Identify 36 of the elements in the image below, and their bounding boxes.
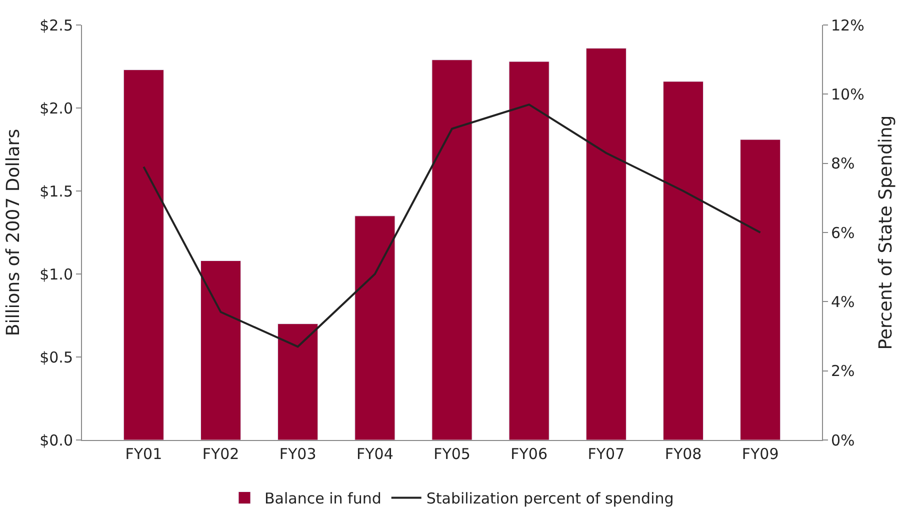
x-tick-label: FY03: [279, 445, 316, 463]
bar: [432, 60, 472, 440]
y-tick-label: $0.0: [40, 431, 73, 450]
y2-tick-label: 4%: [831, 292, 855, 311]
legend-label: Stabilization percent of spending: [426, 490, 674, 508]
x-tick-label: FY02: [202, 445, 240, 463]
bar: [586, 48, 626, 440]
bar: [740, 139, 781, 440]
y2-tick-label: 12%: [831, 16, 864, 34]
line-series: [142, 104, 762, 348]
x-tick-label: FY04: [356, 445, 394, 463]
y2-tick-label: 2%: [831, 362, 855, 380]
legend-label: Balance in fund: [264, 490, 382, 508]
y2-tick-label: 8%: [831, 154, 855, 173]
bar: [200, 260, 242, 440]
y2-tick-label: 6%: [831, 224, 855, 242]
bar: [508, 61, 550, 440]
y-tick-label: $2.5: [40, 16, 73, 34]
x-tick-label: FY05: [434, 445, 470, 463]
y2-tick-label: 10%: [831, 85, 864, 104]
y-axis-title: Billions of 2007 Dollars: [2, 128, 24, 336]
bar: [123, 70, 164, 440]
y2-axis-title: Percent of State Spending: [875, 115, 896, 350]
bar: [354, 216, 396, 440]
y-tick-label: $1.5: [40, 182, 73, 200]
x-tick-label: FY06: [510, 445, 548, 463]
y-tick-label: $0.5: [40, 348, 73, 366]
x-tick-label: FY01: [125, 445, 162, 463]
y2-tick-label: 0%: [831, 431, 855, 450]
x-tick-label: FY08: [664, 445, 702, 463]
y-tick-label: $2.0: [40, 99, 73, 118]
bar: [662, 81, 704, 440]
x-tick-label: FY07: [588, 445, 625, 463]
y-tick-label: $1.0: [40, 265, 73, 284]
x-tick-label: FY09: [742, 445, 779, 463]
bar: [278, 324, 318, 440]
